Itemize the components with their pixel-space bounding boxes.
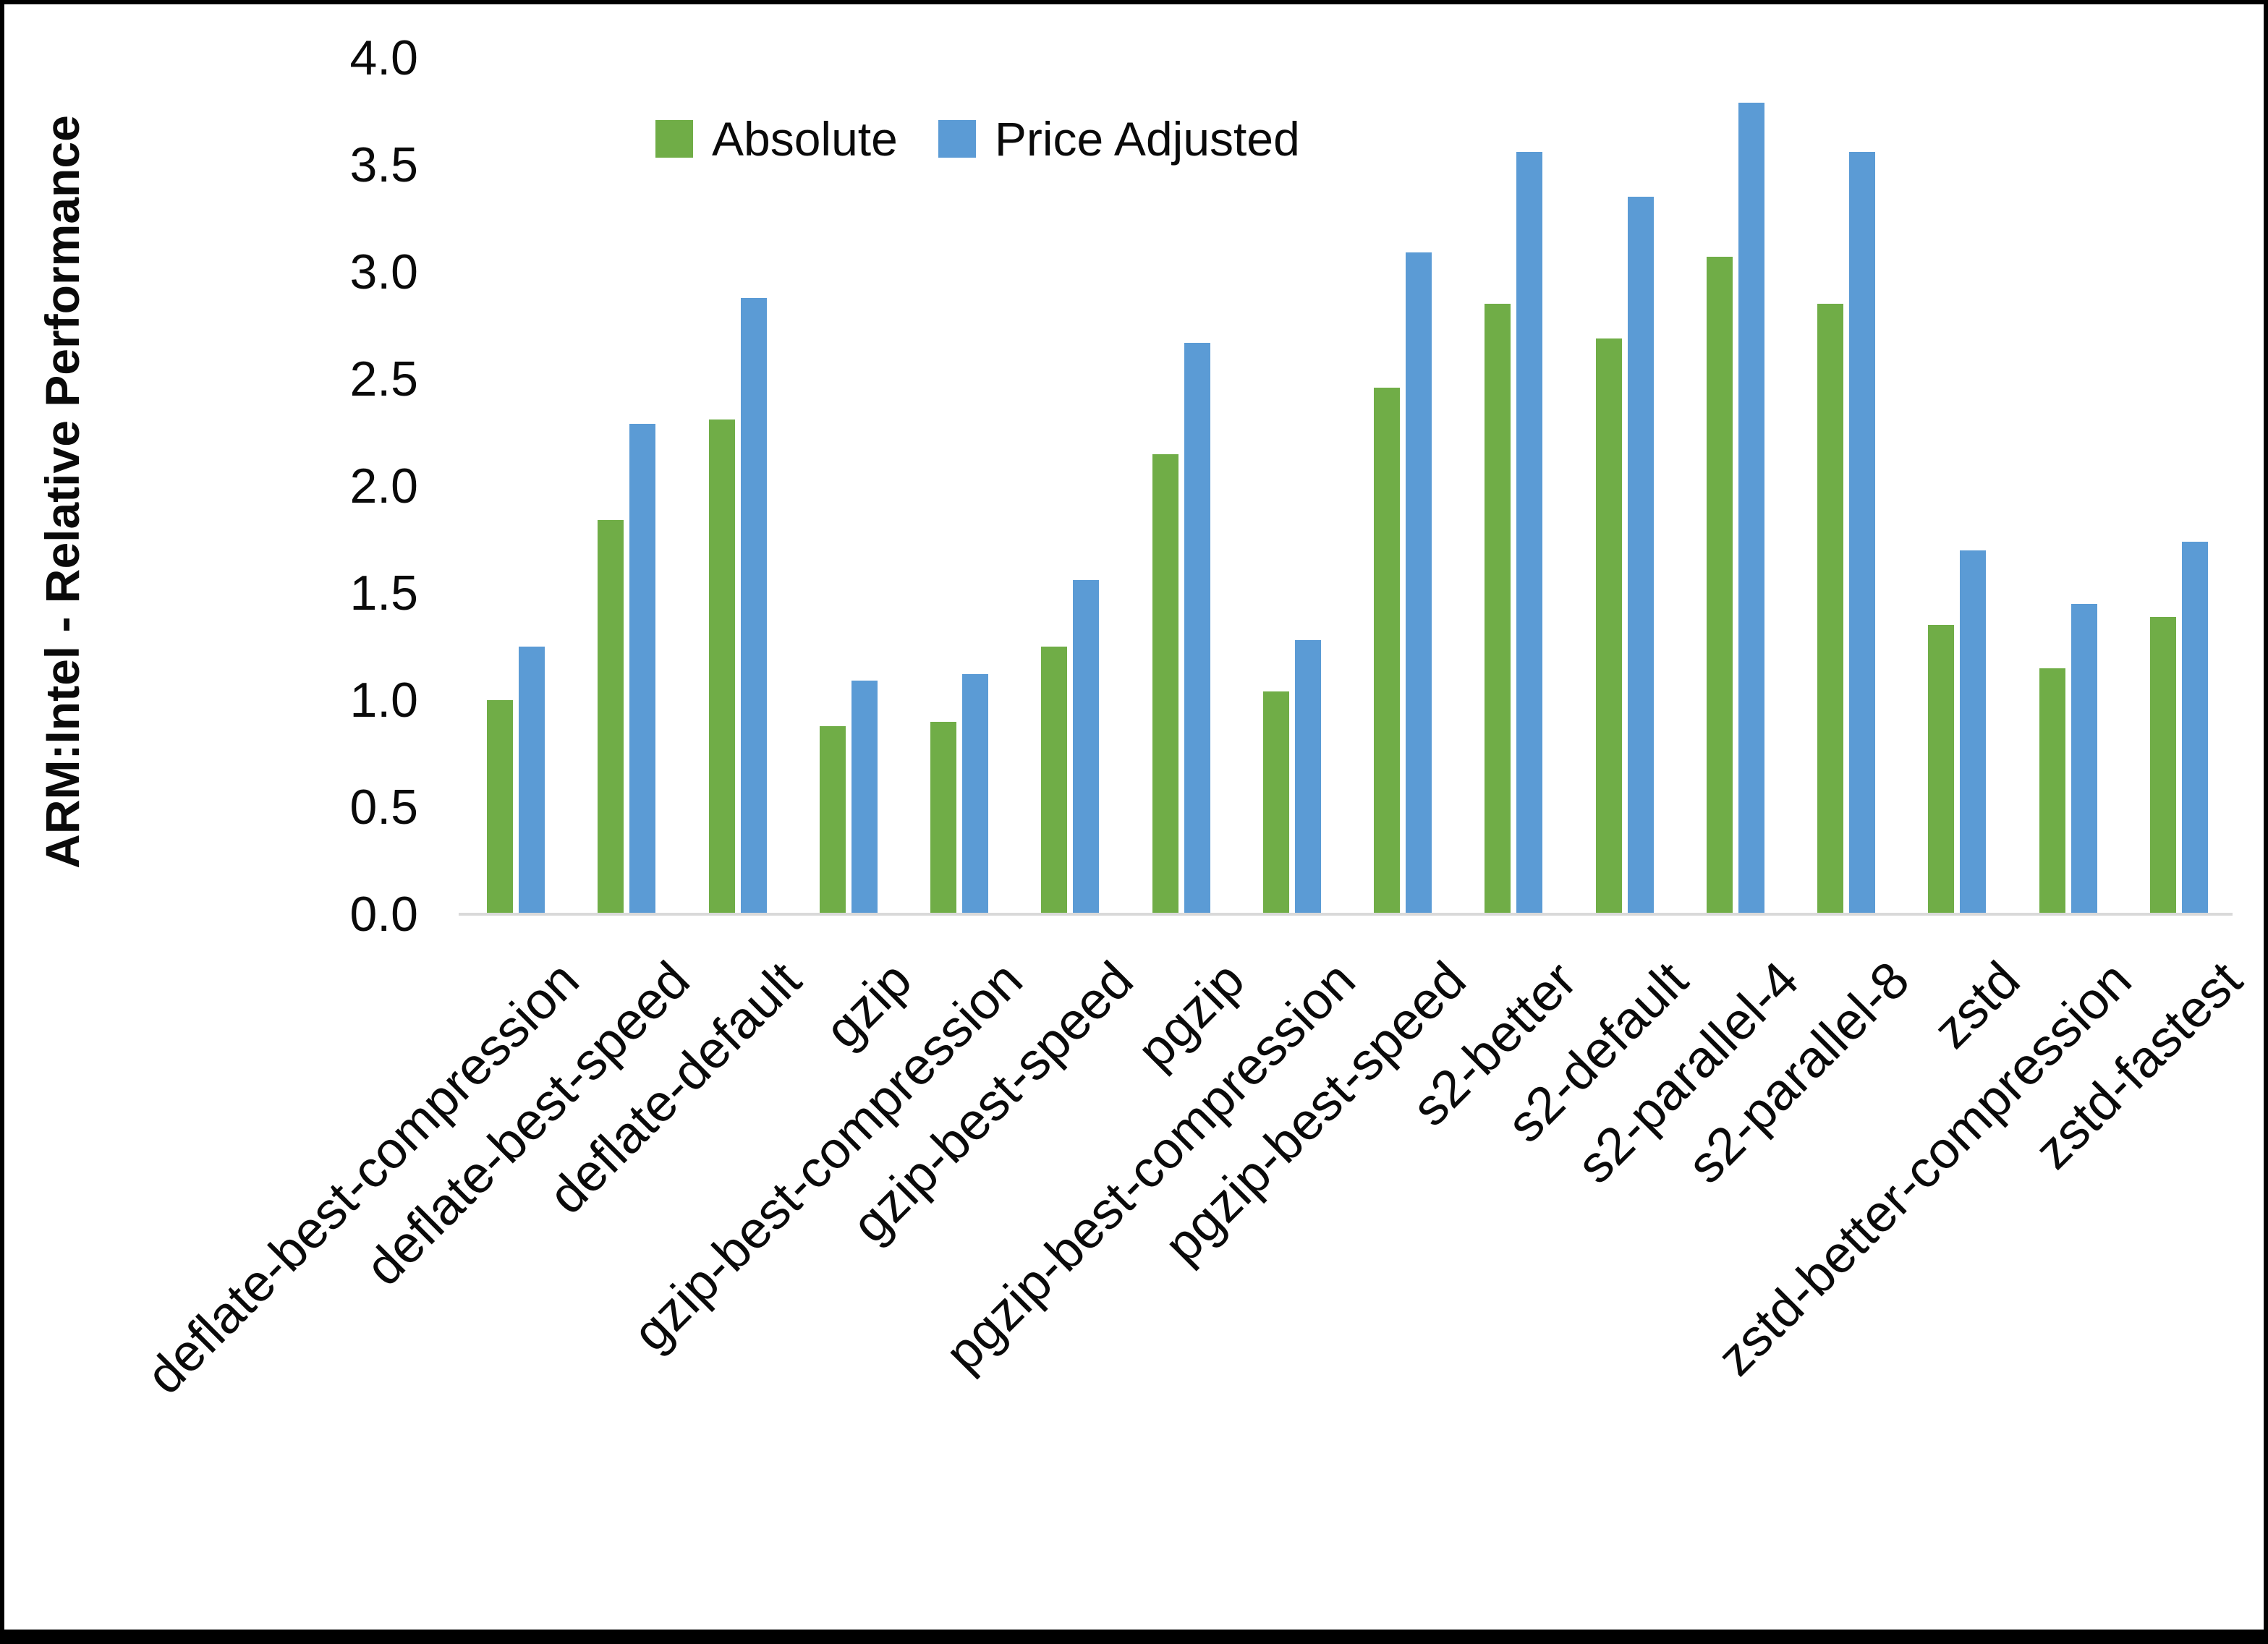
y-tick-label: 3.0 bbox=[349, 244, 418, 299]
bar-price-adjusted-pgzip-best-speed bbox=[1406, 252, 1432, 914]
bar-absolute-pgzip bbox=[1152, 454, 1178, 914]
bar-absolute-zstd bbox=[1928, 625, 1954, 914]
bar-absolute-s2-default bbox=[1596, 338, 1622, 914]
bar-price-adjusted-s2-parallel-4 bbox=[1738, 103, 1764, 914]
legend: Absolute Price Adjusted bbox=[655, 111, 1300, 166]
bar-absolute-deflate-best-speed bbox=[598, 520, 624, 914]
y-tick-label: 2.0 bbox=[349, 459, 418, 514]
y-tick-label: 4.0 bbox=[349, 30, 418, 85]
bar-price-adjusted-pgzip bbox=[1184, 343, 1210, 914]
bar-price-adjusted-s2-parallel-8 bbox=[1849, 152, 1875, 914]
y-tick-label: 1.0 bbox=[349, 673, 418, 728]
y-tick-label: 1.5 bbox=[349, 566, 418, 621]
bar-absolute-zstd-better-compression bbox=[2039, 668, 2065, 914]
bar-absolute-pgzip-best-compression bbox=[1263, 691, 1289, 914]
x-axis-line bbox=[459, 913, 2233, 916]
bar-price-adjusted-pgzip-best-compression bbox=[1295, 640, 1321, 914]
legend-label-absolute: Absolute bbox=[712, 112, 898, 166]
y-tick-label: 0.5 bbox=[349, 780, 418, 835]
y-tick-label: 3.5 bbox=[349, 137, 418, 192]
bar-absolute-pgzip-best-speed bbox=[1374, 388, 1400, 914]
legend-item-absolute: Absolute bbox=[655, 111, 898, 166]
bar-absolute-s2-parallel-8 bbox=[1817, 304, 1843, 914]
x-tick-label-deflate-best-compression: deflate-best-compression bbox=[135, 950, 590, 1405]
bar-price-adjusted-gzip-best-speed bbox=[1073, 580, 1099, 914]
bar-absolute-deflate-default bbox=[709, 419, 735, 914]
bar-price-adjusted-deflate-default bbox=[741, 298, 767, 914]
bar-absolute-gzip-best-compression bbox=[930, 722, 956, 914]
y-tick-label: 0.0 bbox=[349, 887, 418, 942]
bar-price-adjusted-deflate-best-compression bbox=[519, 647, 545, 914]
bar-absolute-s2-parallel-4 bbox=[1707, 257, 1733, 914]
bar-absolute-gzip bbox=[820, 726, 846, 914]
bar-price-adjusted-gzip-best-compression bbox=[962, 674, 988, 914]
y-axis-title: ARM:Intel - Relative Performance bbox=[35, 115, 89, 869]
legend-swatch-absolute bbox=[655, 120, 693, 158]
bar-price-adjusted-zstd-better-compression bbox=[2071, 604, 2097, 914]
bar-price-adjusted-s2-default bbox=[1628, 197, 1654, 914]
legend-label-price-adjusted: Price Adjusted bbox=[994, 112, 1300, 166]
legend-item-price-adjusted: Price Adjusted bbox=[938, 111, 1300, 166]
bar-absolute-gzip-best-speed bbox=[1041, 647, 1067, 914]
bar-price-adjusted-gzip bbox=[851, 681, 878, 914]
legend-swatch-price-adjusted bbox=[938, 120, 976, 158]
bar-absolute-deflate-best-compression bbox=[487, 700, 513, 914]
bar-price-adjusted-deflate-best-speed bbox=[629, 424, 655, 914]
bar-absolute-zstd-fastest bbox=[2150, 617, 2176, 914]
bar-chart: ARM:Intel - Relative Performance Absolut… bbox=[4, 4, 2264, 1630]
bar-price-adjusted-zstd bbox=[1960, 550, 1986, 914]
y-tick-label: 2.5 bbox=[349, 352, 418, 406]
bar-price-adjusted-s2-better bbox=[1516, 152, 1542, 914]
bar-absolute-s2-better bbox=[1485, 304, 1511, 914]
bar-price-adjusted-zstd-fastest bbox=[2182, 542, 2208, 914]
